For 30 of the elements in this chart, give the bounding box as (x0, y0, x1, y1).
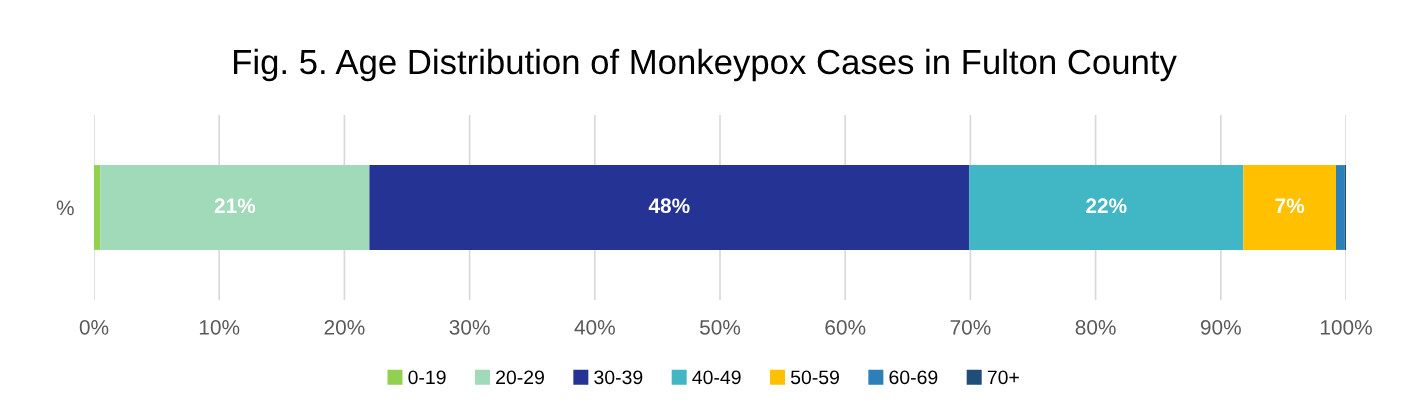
bar (1335, 165, 1345, 250)
x-tick-label: 50% (699, 319, 741, 335)
x-tick-label: 20% (324, 319, 365, 335)
data-label: 22% (1086, 198, 1127, 214)
data-label: 21% (214, 198, 256, 214)
x-tick-label: 30% (449, 319, 490, 335)
bar (94, 165, 101, 250)
legend-label: 0-19 (408, 370, 446, 385)
x-tick-label: 0% (79, 319, 109, 335)
x-tick-label: 70% (950, 319, 991, 335)
data-label: 7% (1275, 198, 1305, 214)
x-tick-label: 100% (1320, 319, 1372, 335)
x-tick-label: 40% (574, 319, 615, 335)
bar (1243, 165, 1336, 250)
bar (969, 165, 1244, 250)
legend-label: 50-59 (790, 370, 839, 385)
legend-label: 40-49 (692, 370, 741, 385)
data-label: 48% (648, 198, 690, 214)
x-tick-label: 10% (199, 319, 240, 335)
x-tick-label: 80% (1075, 319, 1116, 335)
x-tick-label: 60% (825, 319, 866, 335)
legend-label: 20-29 (496, 370, 544, 385)
bar (369, 165, 970, 250)
chart-title: Fig. 5. Age Distribution of Monkeypox Cases in Fulton County (234, 48, 1177, 82)
x-tick-label: 90% (1200, 319, 1241, 335)
bar (100, 165, 370, 250)
y-tick-label: % (56, 200, 74, 216)
legend-label: 70+ (987, 370, 1019, 385)
legend-label: 60-69 (889, 370, 938, 385)
legend-label: 30-39 (594, 370, 643, 385)
